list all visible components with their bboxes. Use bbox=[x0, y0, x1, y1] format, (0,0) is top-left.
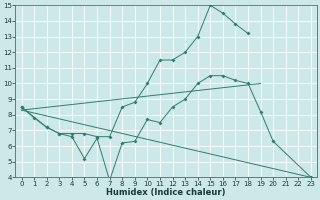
X-axis label: Humidex (Indice chaleur): Humidex (Indice chaleur) bbox=[107, 188, 226, 197]
